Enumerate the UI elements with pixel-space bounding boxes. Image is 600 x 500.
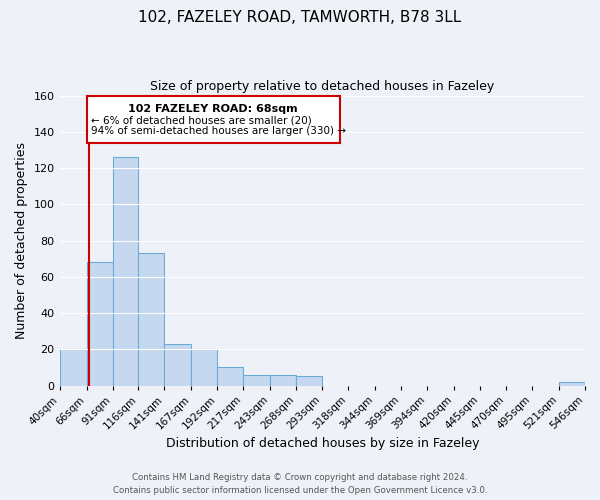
Text: 102, FAZELEY ROAD, TAMWORTH, B78 3LL: 102, FAZELEY ROAD, TAMWORTH, B78 3LL — [139, 10, 461, 25]
Y-axis label: Number of detached properties: Number of detached properties — [15, 142, 28, 339]
Bar — [271, 374, 296, 386]
Bar — [86, 262, 113, 386]
Bar — [139, 253, 164, 386]
Bar — [164, 344, 191, 386]
Bar — [191, 350, 217, 386]
Bar — [559, 382, 585, 386]
Bar — [296, 376, 322, 386]
Title: Size of property relative to detached houses in Fazeley: Size of property relative to detached ho… — [150, 80, 494, 93]
Text: 102 FAZELEY ROAD: 68sqm: 102 FAZELEY ROAD: 68sqm — [128, 104, 298, 114]
Bar — [86, 96, 340, 142]
Bar — [244, 374, 271, 386]
Text: Contains HM Land Registry data © Crown copyright and database right 2024.
Contai: Contains HM Land Registry data © Crown c… — [113, 474, 487, 495]
Text: ← 6% of detached houses are smaller (20): ← 6% of detached houses are smaller (20) — [91, 116, 311, 126]
Bar — [59, 350, 86, 386]
Text: 94% of semi-detached houses are larger (330) →: 94% of semi-detached houses are larger (… — [91, 126, 346, 136]
Bar — [217, 368, 244, 386]
Bar — [113, 157, 139, 386]
X-axis label: Distribution of detached houses by size in Fazeley: Distribution of detached houses by size … — [166, 437, 479, 450]
